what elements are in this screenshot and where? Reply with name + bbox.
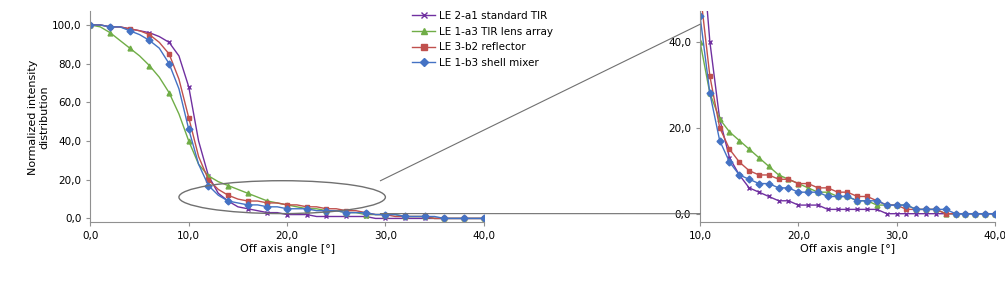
X-axis label: Off axis angle [°]: Off axis angle [°] xyxy=(800,244,895,254)
Y-axis label: Normalized intensity
distribution: Normalized intensity distribution xyxy=(27,59,49,174)
Legend: LE 2-a1 standard TIR, LE 1-a3 TIR lens array, LE 3-b2 reflector, LE 1-b3 shell m: LE 2-a1 standard TIR, LE 1-a3 TIR lens a… xyxy=(412,11,554,68)
X-axis label: Off axis angle [°]: Off axis angle [°] xyxy=(239,244,335,254)
